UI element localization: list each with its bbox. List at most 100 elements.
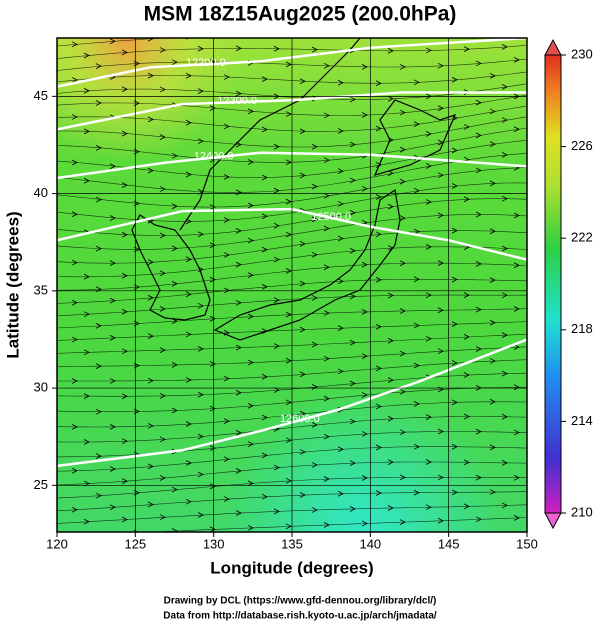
stream-arrow [311, 216, 318, 223]
stream-arrow [451, 76, 458, 83]
stream-arrow [121, 438, 128, 445]
stream-arrow [451, 183, 458, 189]
stream-arrow [437, 105, 444, 112]
stream-arrow [273, 143, 280, 150]
stream-arrow [223, 252, 230, 258]
stream-arrow [71, 299, 78, 306]
stream-arrow [399, 109, 406, 116]
colorbar-tick-label: 218 [571, 321, 593, 336]
stream-arrow [323, 192, 330, 199]
stream-arrow [337, 128, 344, 134]
stream-arrow [95, 408, 102, 415]
stream-arrow [437, 428, 444, 435]
stream-arrow [147, 333, 154, 340]
stream-arrow [159, 436, 166, 443]
stream-arrow [387, 292, 394, 299]
stream-arrow [95, 322, 102, 329]
stream-arrow [311, 295, 318, 301]
stream-arrow [399, 215, 406, 222]
stream-arrow [171, 59, 178, 66]
stream-arrow [273, 187, 280, 194]
x-axis-label: Longitude (degrees) [210, 558, 373, 577]
stream-arrow [463, 334, 470, 340]
stream-arrow [399, 474, 406, 481]
stream-arrow [399, 519, 406, 525]
stream-arrow [413, 489, 420, 496]
stream-arrow [83, 87, 90, 94]
colorbar-tick-label: 222 [571, 230, 593, 245]
stream-arrow [513, 306, 520, 312]
stream-arrow [375, 80, 382, 87]
x-tick-label: 145 [438, 536, 460, 551]
stream-arrow [147, 463, 154, 470]
stream-arrow [413, 79, 420, 86]
stream-arrow [361, 431, 368, 437]
stream-arrow [121, 49, 128, 56]
x-tick-label: 120 [46, 536, 68, 551]
stream-arrow [273, 297, 280, 303]
contour-line [57, 38, 527, 88]
stream-arrow [399, 308, 406, 314]
y-tick-label: 25 [34, 477, 48, 492]
stream-arrow [209, 105, 216, 111]
stream-arrow [300, 32, 305, 37]
stream-arrow [323, 476, 330, 482]
stream-arrow [361, 520, 368, 527]
stream-arrow [437, 212, 444, 219]
stream-arrow [349, 293, 356, 300]
stream-arrow [185, 498, 192, 505]
stream-arrow [223, 456, 230, 463]
stream-arrow [323, 310, 330, 316]
stream-arrow [349, 460, 356, 466]
stream-arrow [109, 38, 116, 45]
stream-arrow [349, 247, 356, 254]
stream-arrow [475, 474, 482, 481]
stream-arrow [451, 399, 458, 406]
stream-arrow [475, 346, 482, 352]
stream-arrow [95, 196, 102, 203]
stream-arrow [71, 114, 78, 120]
colorbar-scale [544, 54, 562, 514]
x-tick-label: 140 [359, 536, 381, 551]
stream-arrow [285, 268, 292, 274]
stream-arrow [513, 474, 520, 481]
stream-arrow [285, 477, 292, 484]
stream-arrow [285, 357, 292, 364]
stream-arrow [349, 141, 356, 148]
stream-arrow [311, 143, 318, 150]
stream-arrow [311, 422, 318, 428]
stream-arrow [399, 64, 406, 70]
stream-arrow [159, 270, 166, 277]
stream-arrow [147, 377, 154, 384]
stream-arrow [197, 346, 204, 352]
stream-arrow [285, 311, 292, 318]
stream-arrow [209, 445, 216, 451]
stream-arrow [261, 283, 268, 290]
stream-arrow [171, 152, 178, 159]
stream-arrow [235, 189, 242, 196]
title: MSM 18Z15Aug2025 (200.0hPa) [144, 3, 457, 26]
stream-arrow [311, 183, 318, 190]
stream-arrow [185, 119, 192, 126]
stream-arrow [109, 378, 116, 384]
stream-arrow [121, 272, 128, 279]
stream-arrow [171, 486, 178, 493]
stream-arrow [501, 44, 508, 50]
stream-arrow [285, 523, 292, 530]
stream-arrow [475, 99, 482, 106]
stream-arrow [83, 52, 90, 59]
stream-arrow [489, 141, 496, 147]
stream-arrow [311, 384, 318, 390]
stream-arrow [349, 177, 356, 184]
stream-arrow [489, 228, 496, 235]
stream-arrow [437, 517, 444, 524]
stream-arrow [235, 45, 242, 52]
stream-arrow [399, 388, 406, 395]
stream-arrow [147, 501, 154, 508]
stream-arrow [159, 47, 166, 53]
stream-arrow [513, 384, 520, 391]
stream-arrow [475, 428, 482, 435]
stream-arrow [185, 421, 192, 427]
stream-arrow [399, 350, 406, 357]
